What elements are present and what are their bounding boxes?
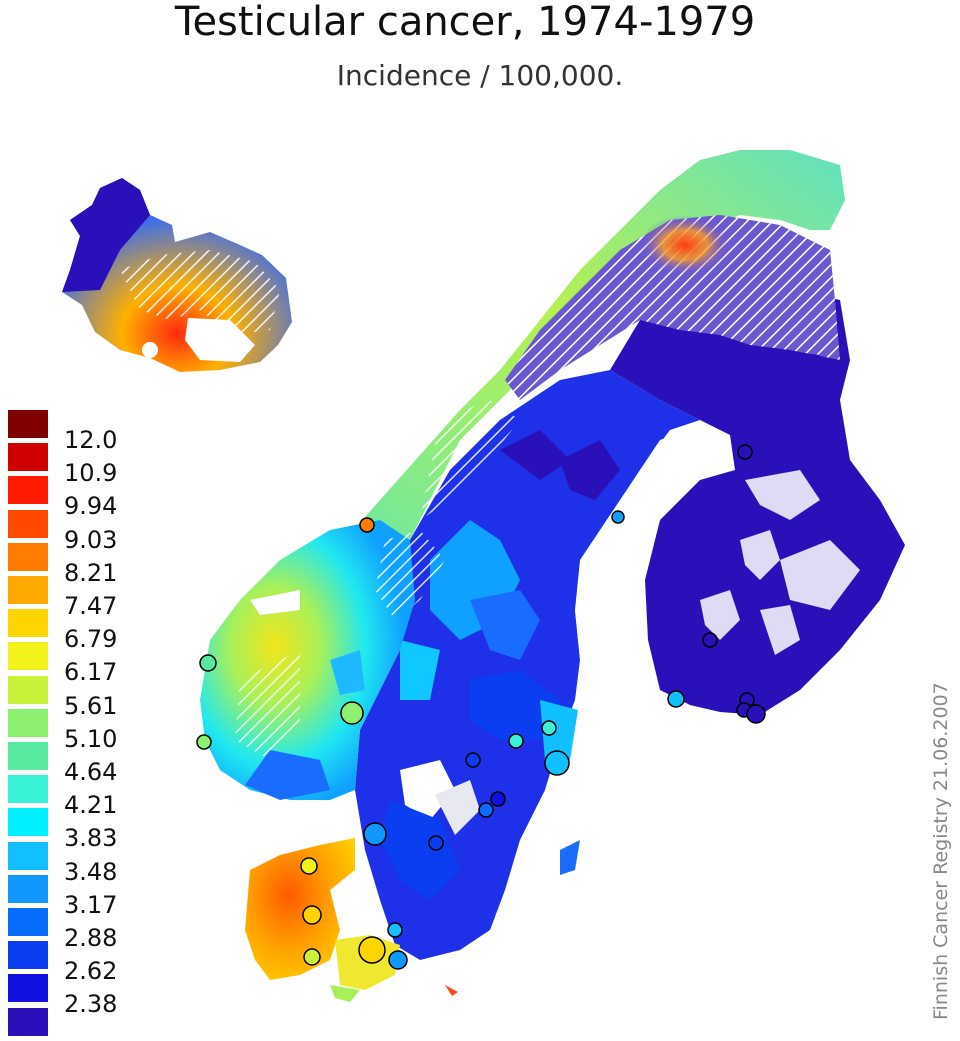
map-subtitle: Incidence / 100,000. bbox=[336, 59, 624, 92]
legend-label: 4.21 bbox=[64, 791, 118, 820]
legend-swatch bbox=[8, 410, 48, 438]
incidence-map bbox=[62, 150, 905, 1002]
legend-label: 2.88 bbox=[64, 924, 118, 952]
legend-swatch bbox=[8, 908, 48, 936]
legend-label: 7.47 bbox=[64, 592, 118, 620]
legend-label: 8.21 bbox=[64, 558, 118, 587]
legend-label: 2.62 bbox=[64, 957, 118, 986]
legend-swatch bbox=[8, 542, 48, 571]
legend-swatch bbox=[8, 509, 48, 538]
legend: 12.0 10.9 9.94 9.03 8.21 7.47 6.79 6.17 5.61 5.10… bbox=[8, 410, 128, 1040]
legend-label: 9.94 bbox=[64, 492, 118, 521]
legend-label: 5.10 bbox=[64, 724, 118, 753]
legend-swatch bbox=[8, 642, 48, 671]
legend-swatch bbox=[8, 443, 48, 472]
legend-label: 3.17 bbox=[64, 890, 118, 919]
legend-swatch bbox=[8, 808, 48, 837]
legend-label: 9.03 bbox=[64, 525, 118, 554]
legend-swatch bbox=[8, 675, 48, 704]
legend-label: 3.48 bbox=[64, 857, 118, 886]
legend-swatch bbox=[8, 708, 48, 737]
legend-swatch bbox=[8, 775, 48, 804]
sweden-region bbox=[355, 370, 720, 960]
legend-label: 3.83 bbox=[64, 824, 118, 853]
credit-text: Finnish Cancer Registry 21.06.2007 bbox=[930, 682, 952, 1020]
legend-swatch bbox=[8, 742, 48, 770]
map-title: Testicular cancer, 1974-1979 bbox=[174, 0, 756, 45]
legend-label: 10.9 bbox=[64, 459, 118, 488]
legend-label: 12.0 bbox=[64, 426, 118, 454]
legend-label: 4.64 bbox=[64, 758, 118, 786]
legend-label: 2.38 bbox=[64, 990, 118, 1019]
legend-swatch bbox=[8, 941, 48, 970]
city-markers bbox=[196, 444, 766, 970]
legend-swatch bbox=[8, 841, 48, 870]
legend-swatch bbox=[8, 874, 48, 903]
legend-swatch bbox=[8, 576, 48, 604]
finland-region bbox=[610, 290, 905, 715]
legend-swatch bbox=[8, 609, 48, 638]
legend-label: 5.61 bbox=[64, 691, 118, 720]
legend-label: 6.17 bbox=[64, 658, 118, 687]
legend-swatch bbox=[8, 974, 48, 1003]
legend-swatch bbox=[8, 1007, 48, 1036]
legend-swatch bbox=[8, 476, 48, 505]
hatched-areas bbox=[235, 215, 840, 760]
legend-label: 6.79 bbox=[64, 625, 118, 654]
iceland-region bbox=[62, 178, 292, 372]
gulf-of-bothnia bbox=[575, 420, 735, 680]
